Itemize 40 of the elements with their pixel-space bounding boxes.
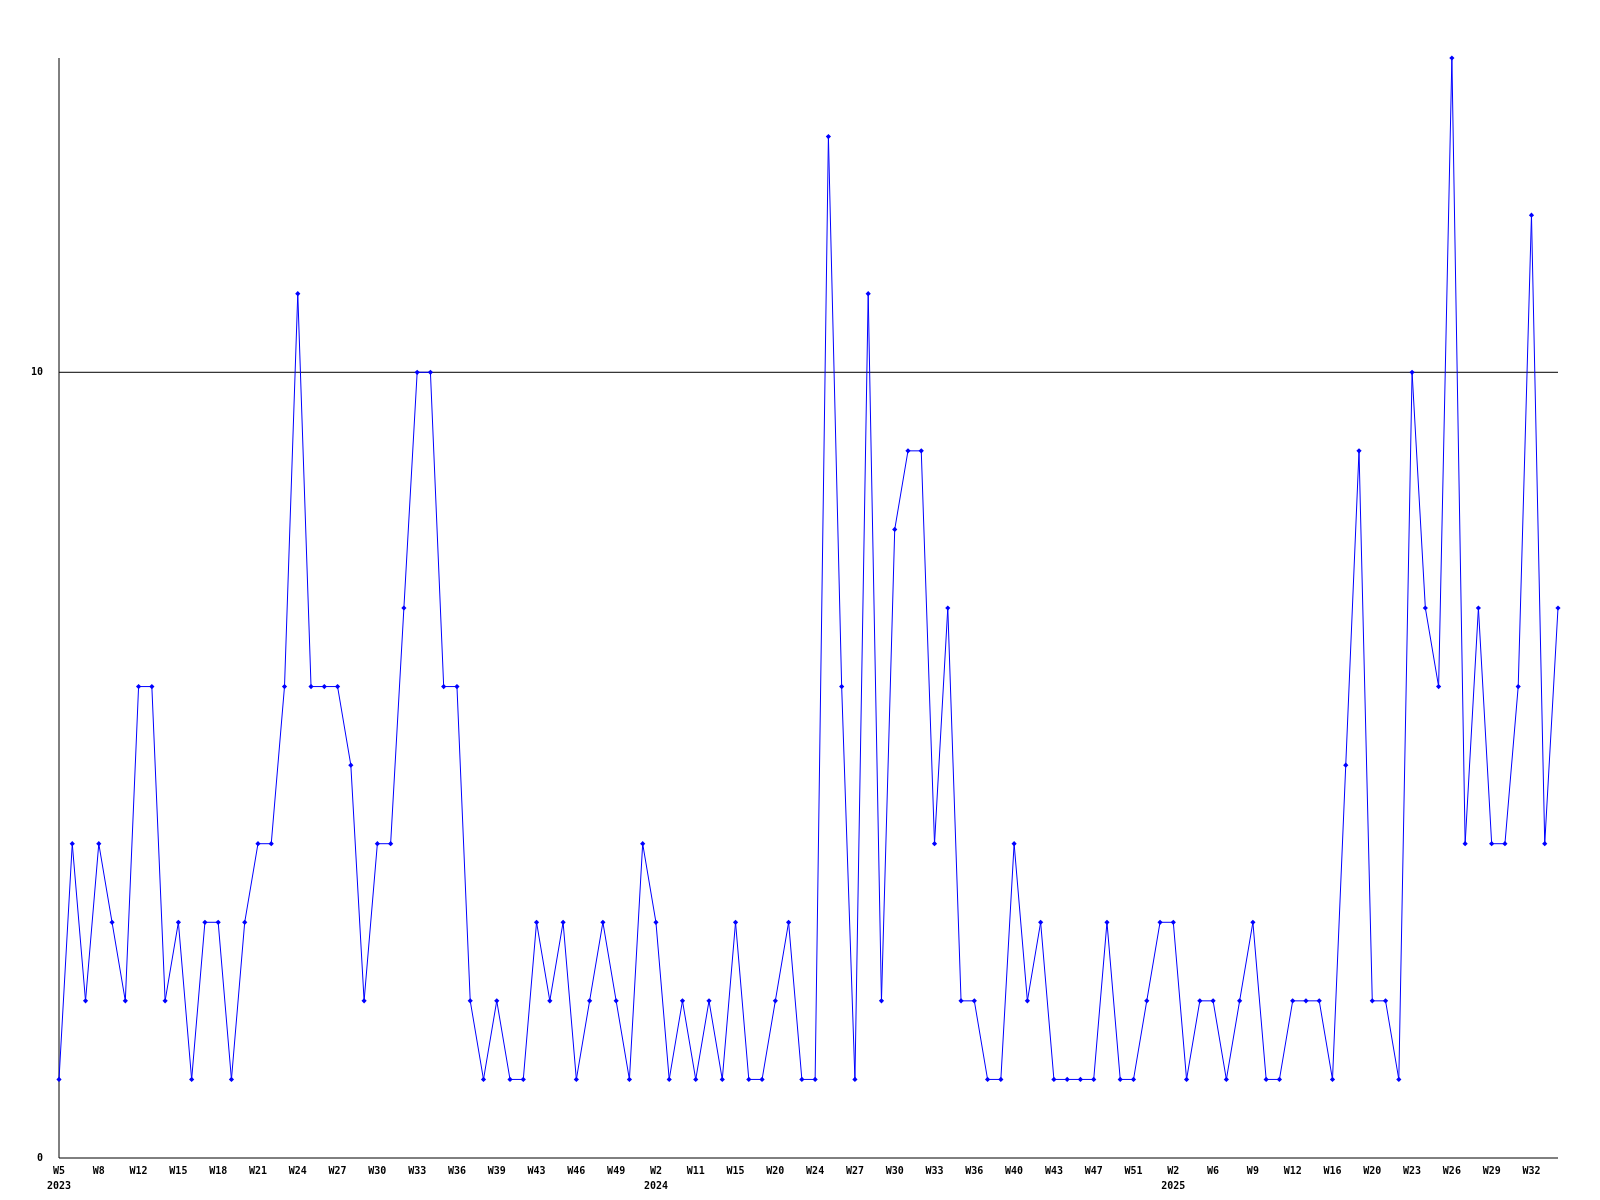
x-tick-label: W39: [487, 1165, 506, 1176]
x-tick-label: W24: [806, 1165, 825, 1176]
x-tick-label: W2 2024: [643, 1165, 668, 1191]
x-tick-label: W20: [766, 1165, 785, 1176]
x-tick-label: W15: [726, 1165, 745, 1176]
x-tick-label: W36: [965, 1165, 984, 1176]
x-tick-label: W18: [209, 1165, 228, 1176]
x-tick-label: W16: [1323, 1165, 1342, 1176]
x-tick-label: W15: [169, 1165, 188, 1176]
x-tick-label: W11: [686, 1165, 705, 1176]
x-tick-label: W2 2025: [1161, 1165, 1186, 1191]
x-tick-label: W43: [527, 1165, 546, 1176]
x-tick-label: W46: [567, 1165, 586, 1176]
y-tick-label: 10: [30, 366, 43, 378]
x-tick-label: W33: [925, 1165, 944, 1176]
y-tick-label: 0: [36, 1152, 43, 1163]
x-tick-label: W5 2023: [46, 1165, 72, 1191]
x-tick-label: W26: [1442, 1165, 1461, 1176]
x-tick-label: W24: [288, 1165, 307, 1176]
x-tick-label: W9: [1246, 1165, 1259, 1176]
x-tick-label: W51: [1124, 1165, 1143, 1176]
x-tick-label: W47: [1084, 1165, 1103, 1176]
x-tick-label: W40: [1005, 1165, 1024, 1176]
x-tick-label: W20: [1363, 1165, 1382, 1176]
x-tick-label: W33: [408, 1165, 427, 1176]
x-tick-label: W23: [1403, 1165, 1422, 1176]
x-tick-label: W12: [1283, 1165, 1302, 1176]
x-tick-label: W29: [1482, 1165, 1501, 1176]
x-tick-label: W36: [447, 1165, 466, 1176]
x-tick-label: W12: [129, 1165, 148, 1176]
x-tick-label: W27: [328, 1165, 347, 1176]
x-tick-label: W6: [1207, 1165, 1220, 1176]
x-tick-label: W27: [845, 1165, 864, 1176]
x-tick-label: W43: [1044, 1165, 1063, 1176]
x-tick-label: W30: [885, 1165, 904, 1176]
x-tick-label: W8: [92, 1165, 105, 1176]
x-tick-label: W49: [607, 1165, 626, 1176]
x-tick-label: W30: [368, 1165, 387, 1176]
x-tick-label: W32: [1522, 1165, 1541, 1176]
x-tick-label: W21: [248, 1165, 268, 1176]
